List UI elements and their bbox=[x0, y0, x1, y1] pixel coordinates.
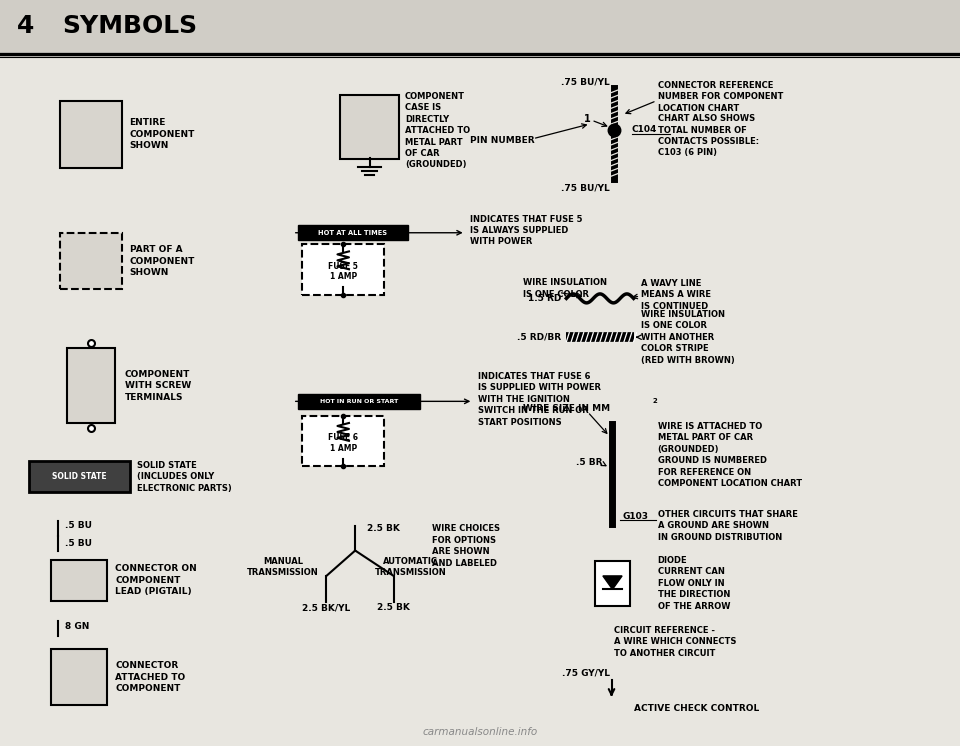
Bar bbox=[51, 560, 107, 601]
Bar bbox=[595, 561, 630, 606]
Text: .75 BU/YL: .75 BU/YL bbox=[561, 78, 610, 87]
Text: .5 BR: .5 BR bbox=[576, 458, 603, 467]
Text: C104: C104 bbox=[632, 125, 657, 134]
Text: CHART ALSO SHOWS
TOTAL NUMBER OF
CONTACTS POSSIBLE:
C103 (6 PIN): CHART ALSO SHOWS TOTAL NUMBER OF CONTACT… bbox=[658, 114, 758, 157]
Text: CIRCUIT REFERENCE -
A WIRE WHICH CONNECTS
TO ANOTHER CIRCUIT: CIRCUIT REFERENCE - A WIRE WHICH CONNECT… bbox=[614, 626, 736, 657]
Bar bbox=[302, 244, 384, 295]
Text: OTHER CIRCUITS THAT SHARE
A GROUND ARE SHOWN
IN GROUND DISTRIBUTION: OTHER CIRCUITS THAT SHARE A GROUND ARE S… bbox=[658, 510, 798, 542]
Text: DIODE
CURRENT CAN
FLOW ONLY IN
THE DIRECTION
OF THE ARROW: DIODE CURRENT CAN FLOW ONLY IN THE DIREC… bbox=[658, 556, 731, 611]
Bar bbox=[60, 233, 123, 289]
Text: SOLID STATE
(INCLUDES ONLY
ELECTRONIC PARTS): SOLID STATE (INCLUDES ONLY ELECTRONIC PA… bbox=[137, 461, 232, 492]
Text: 2.5 BK: 2.5 BK bbox=[367, 524, 399, 533]
Bar bbox=[302, 416, 384, 466]
Text: 2: 2 bbox=[653, 398, 658, 404]
Bar bbox=[298, 225, 408, 240]
Bar bbox=[67, 348, 115, 423]
Text: HOT AT ALL TIMES: HOT AT ALL TIMES bbox=[318, 230, 387, 236]
Text: FUSE 6: FUSE 6 bbox=[328, 433, 358, 442]
Text: WIRE CHOICES
FOR OPTIONS
ARE SHOWN
AND LABELED: WIRE CHOICES FOR OPTIONS ARE SHOWN AND L… bbox=[432, 524, 500, 568]
Text: .75 BU/YL: .75 BU/YL bbox=[561, 184, 610, 192]
Text: HOT IN RUN OR START: HOT IN RUN OR START bbox=[320, 399, 398, 404]
Text: CONNECTOR
ATTACHED TO
COMPONENT: CONNECTOR ATTACHED TO COMPONENT bbox=[115, 662, 185, 693]
Text: 1 AMP: 1 AMP bbox=[329, 444, 357, 453]
Text: WIRE SIZE IN MM: WIRE SIZE IN MM bbox=[523, 404, 611, 413]
Text: INDICATES THAT FUSE 6
IS SUPPLIED WITH POWER
WITH THE IGNITION
SWITCH IN THE RUN: INDICATES THAT FUSE 6 IS SUPPLIED WITH P… bbox=[478, 372, 601, 427]
Text: A WAVY LINE
MEANS A WIRE
IS CONTINUED: A WAVY LINE MEANS A WIRE IS CONTINUED bbox=[641, 279, 711, 310]
Text: G103: G103 bbox=[622, 512, 648, 521]
Text: 4: 4 bbox=[17, 14, 35, 38]
Bar bbox=[51, 649, 107, 706]
Text: 8 GN: 8 GN bbox=[65, 622, 89, 631]
Bar bbox=[60, 101, 123, 168]
Text: AUTOMATIC
TRANSMISSION: AUTOMATIC TRANSMISSION bbox=[375, 557, 446, 577]
Text: .5 BU: .5 BU bbox=[65, 539, 92, 548]
Text: .5 BU: .5 BU bbox=[65, 521, 92, 530]
Text: 1.5 RD: 1.5 RD bbox=[528, 294, 562, 303]
Text: .75 GY/YL: .75 GY/YL bbox=[562, 668, 610, 677]
Text: CONNECTOR ON
COMPONENT
LEAD (PIGTAIL): CONNECTOR ON COMPONENT LEAD (PIGTAIL) bbox=[115, 565, 197, 596]
Text: 2.5 BK/YL: 2.5 BK/YL bbox=[302, 604, 350, 612]
Text: .5 RD/BR: .5 RD/BR bbox=[517, 333, 562, 342]
Bar bbox=[51, 649, 107, 706]
Bar bbox=[60, 101, 123, 168]
Text: ENTIRE
COMPONENT
SHOWN: ENTIRE COMPONENT SHOWN bbox=[130, 119, 195, 150]
Bar bbox=[29, 461, 130, 492]
Text: WIRE IS ATTACHED TO
METAL PART OF CAR
(GROUNDED)
GROUND IS NUMBERED
FOR REFERENC: WIRE IS ATTACHED TO METAL PART OF CAR (G… bbox=[658, 422, 802, 488]
Text: WIRE INSULATION
IS ONE COLOR
WITH ANOTHER
COLOR STRIPE
(RED WITH BROWN): WIRE INSULATION IS ONE COLOR WITH ANOTHE… bbox=[641, 310, 735, 365]
Bar bbox=[298, 394, 420, 409]
Text: ACTIVE CHECK CONTROL: ACTIVE CHECK CONTROL bbox=[634, 704, 758, 713]
Bar bbox=[60, 233, 123, 289]
Text: 1 AMP: 1 AMP bbox=[329, 272, 357, 281]
Bar bbox=[0, 0, 960, 52]
Bar bbox=[67, 348, 115, 423]
Text: COMPONENT
WITH SCREW
TERMINALS: COMPONENT WITH SCREW TERMINALS bbox=[125, 370, 191, 401]
Bar bbox=[340, 95, 399, 158]
Bar bbox=[302, 416, 384, 466]
Text: SOLID STATE: SOLID STATE bbox=[53, 472, 107, 481]
Bar bbox=[51, 560, 107, 601]
Text: WIRE INSULATION
IS ONE COLOR: WIRE INSULATION IS ONE COLOR bbox=[523, 278, 608, 299]
Text: MANUAL
TRANSMISSION: MANUAL TRANSMISSION bbox=[248, 557, 319, 577]
Polygon shape bbox=[603, 576, 622, 589]
Bar bbox=[302, 244, 384, 295]
Bar bbox=[340, 95, 399, 158]
Text: INDICATES THAT FUSE 5
IS ALWAYS SUPPLIED
WITH POWER: INDICATES THAT FUSE 5 IS ALWAYS SUPPLIED… bbox=[470, 215, 583, 246]
Text: carmanualsonline.info: carmanualsonline.info bbox=[422, 727, 538, 737]
Text: PART OF A
COMPONENT
SHOWN: PART OF A COMPONENT SHOWN bbox=[130, 245, 195, 277]
Text: 1: 1 bbox=[584, 113, 590, 124]
Text: SYMBOLS: SYMBOLS bbox=[62, 14, 198, 38]
Text: COMPONENT
CASE IS
DIRECTLY
ATTACHED TO
METAL PART
OF CAR
(GROUNDED): COMPONENT CASE IS DIRECTLY ATTACHED TO M… bbox=[405, 92, 470, 169]
Text: 2.5 BK: 2.5 BK bbox=[377, 604, 410, 612]
Text: FUSE 5: FUSE 5 bbox=[328, 262, 358, 271]
Text: CONNECTOR REFERENCE
NUMBER FOR COMPONENT
LOCATION CHART: CONNECTOR REFERENCE NUMBER FOR COMPONENT… bbox=[658, 81, 783, 113]
Text: PIN NUMBER: PIN NUMBER bbox=[470, 137, 535, 145]
